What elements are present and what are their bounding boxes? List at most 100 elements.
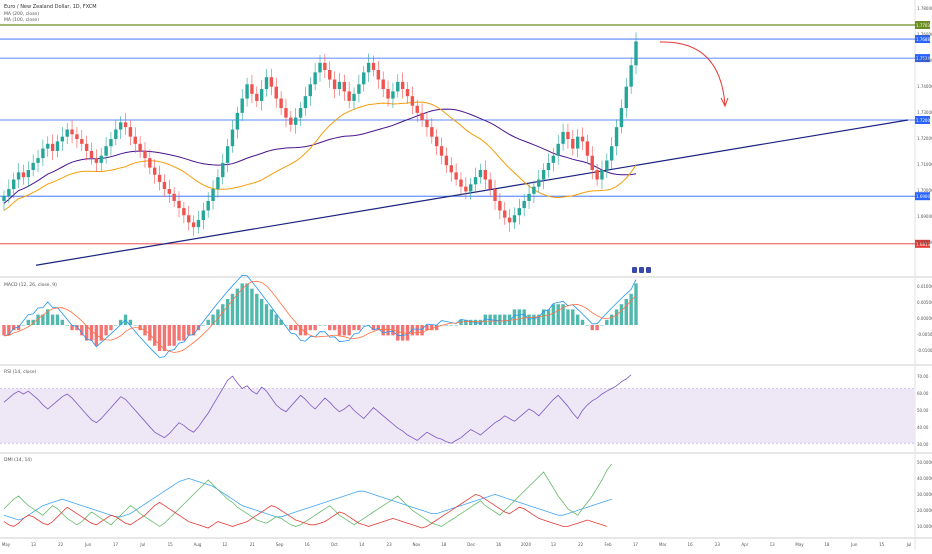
candle-body[interactable] [50, 143, 55, 151]
candle-body[interactable] [449, 165, 453, 173]
candle-body[interactable] [259, 89, 264, 101]
candle-body[interactable] [225, 146, 230, 163]
candle-body[interactable] [143, 150, 147, 159]
candle-body[interactable] [405, 89, 410, 97]
candle-body[interactable] [614, 127, 619, 147]
candle-body[interactable] [517, 208, 522, 216]
candle-body[interactable] [595, 170, 599, 180]
candle-body[interactable] [575, 136, 580, 149]
candle-body[interactable] [36, 158, 40, 163]
candle-body[interactable] [561, 131, 565, 144]
candle-body[interactable] [483, 170, 487, 180]
candle-body[interactable] [386, 89, 390, 99]
candle-body[interactable] [230, 129, 235, 147]
candle-body[interactable] [133, 136, 137, 144]
candle-body[interactable] [566, 131, 570, 140]
candle-body[interactable] [381, 79, 385, 90]
candle-body[interactable] [269, 77, 274, 87]
candle-body[interactable] [439, 146, 444, 156]
candle-body[interactable] [430, 127, 434, 137]
candle-body[interactable] [600, 170, 604, 180]
candle-body[interactable] [342, 81, 347, 92]
candle-body[interactable] [65, 129, 69, 137]
candle-body[interactable] [464, 186, 468, 192]
candle-body[interactable] [2, 196, 6, 201]
candle-body[interactable] [196, 220, 201, 228]
candle-body[interactable] [318, 62, 322, 73]
candle-body[interactable] [605, 160, 609, 170]
candle-body[interactable] [293, 117, 298, 125]
trendline[interactable] [35, 119, 909, 266]
candle-body[interactable] [396, 81, 400, 92]
candle-body[interactable] [332, 79, 337, 90]
candle-body[interactable] [303, 96, 308, 109]
candle-body[interactable] [46, 143, 50, 149]
candle-body[interactable] [216, 177, 220, 190]
candle-body[interactable] [585, 141, 590, 156]
candle-body[interactable] [313, 72, 317, 85]
candle-body[interactable] [469, 184, 473, 192]
candle-body[interactable] [444, 155, 449, 166]
candle-body[interactable] [191, 222, 196, 228]
candle-body[interactable] [420, 112, 424, 120]
candle-body[interactable] [118, 122, 123, 130]
candle-body[interactable] [89, 150, 94, 159]
candle-body[interactable] [400, 81, 405, 90]
candle-body[interactable] [31, 162, 35, 170]
candle-body[interactable] [75, 134, 79, 140]
candle-body[interactable] [235, 112, 240, 130]
candle-body[interactable] [12, 179, 16, 190]
candle-body[interactable] [21, 172, 26, 178]
candle-body[interactable] [7, 189, 11, 197]
candle-body[interactable] [609, 146, 614, 161]
candle-body[interactable] [279, 98, 283, 109]
candle-body[interactable] [187, 215, 191, 223]
candle-body[interactable] [284, 108, 288, 118]
candle-body[interactable] [629, 65, 633, 87]
candle-body[interactable] [362, 72, 366, 85]
candle-body[interactable] [532, 186, 536, 194]
candle-body[interactable] [415, 105, 419, 113]
candle-body[interactable] [177, 200, 181, 209]
candle-body[interactable] [60, 136, 65, 142]
candle-body[interactable] [240, 98, 244, 113]
candle-body[interactable] [619, 108, 624, 128]
candle-body[interactable] [337, 81, 342, 90]
candle-body[interactable] [289, 117, 293, 125]
candle-body[interactable] [522, 200, 526, 209]
candle-body[interactable] [138, 143, 142, 151]
candle-body[interactable] [410, 96, 415, 106]
candle-body[interactable] [425, 120, 429, 128]
candle-body[interactable] [546, 162, 551, 170]
candle-body[interactable] [94, 158, 99, 163]
candle-body[interactable] [41, 148, 45, 159]
candle-body[interactable] [201, 210, 206, 220]
candle-body[interactable] [473, 177, 478, 185]
candle-body[interactable] [347, 91, 351, 101]
candle-body[interactable] [274, 86, 278, 99]
candle-body[interactable] [328, 70, 332, 80]
candle-body[interactable] [26, 170, 31, 178]
candle-body[interactable] [250, 84, 254, 94]
candle-body[interactable] [123, 122, 128, 128]
candle-body[interactable] [371, 62, 376, 70]
candle-body[interactable] [590, 155, 594, 170]
candle-body[interactable] [323, 62, 327, 70]
candle-body[interactable] [391, 91, 395, 99]
flag-icon[interactable] [646, 267, 651, 273]
candle-body[interactable] [308, 84, 312, 97]
candle-body[interactable] [512, 215, 517, 223]
candle-body[interactable] [366, 62, 371, 73]
candle-body[interactable] [16, 172, 21, 180]
candle-body[interactable] [434, 136, 439, 147]
candle-body[interactable] [556, 143, 560, 156]
flag-icon[interactable] [639, 267, 644, 273]
candle-body[interactable] [167, 189, 171, 194]
candle-body[interactable] [459, 179, 463, 187]
candle-body[interactable] [352, 93, 356, 101]
candle-body[interactable] [104, 146, 108, 156]
candle-body[interactable] [541, 170, 546, 180]
candle-body[interactable] [571, 139, 575, 149]
candle-body[interactable] [172, 193, 176, 201]
candle-body[interactable] [298, 108, 303, 118]
